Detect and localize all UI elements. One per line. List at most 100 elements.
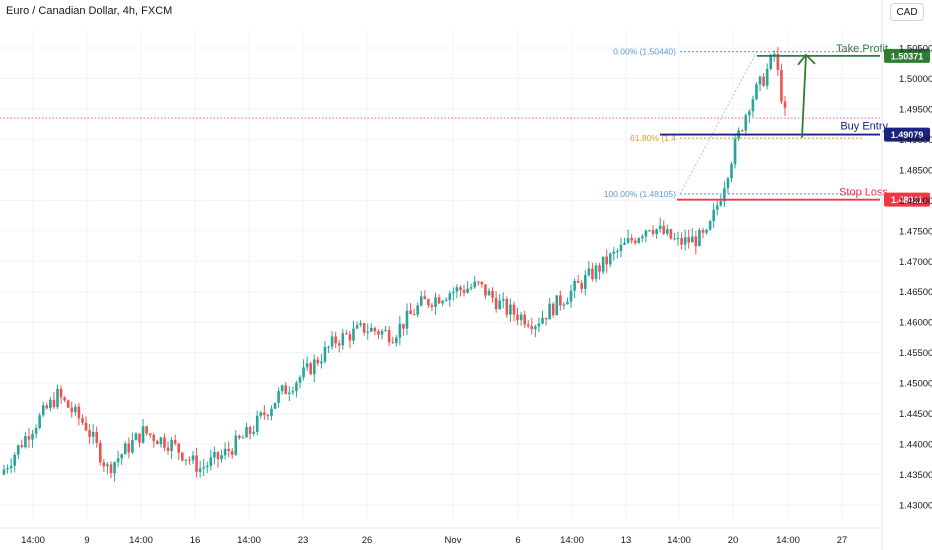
candle-body <box>202 467 206 469</box>
candle-body <box>77 406 81 419</box>
candle-body <box>273 402 277 409</box>
candle-body <box>141 426 145 443</box>
candle-body <box>295 382 298 392</box>
price-tick-label: 1.46500 <box>899 287 932 298</box>
candle-body <box>583 275 587 289</box>
candle-body <box>52 399 56 408</box>
candle-body <box>166 447 170 451</box>
fib-level-label: 100.00% (1.48105) <box>604 189 676 199</box>
candle-body <box>163 437 166 448</box>
candle-body <box>480 281 484 285</box>
price-tick-label: 1.45000 <box>899 379 932 390</box>
candle-body <box>548 303 551 320</box>
candle-body <box>619 244 623 252</box>
candle-body <box>501 299 505 301</box>
candle-body <box>209 457 213 466</box>
candle-body <box>277 391 280 403</box>
candle-body <box>191 455 195 461</box>
candle-body <box>66 400 70 408</box>
candle-body <box>769 55 773 69</box>
take-profit-price-tag <box>884 48 930 63</box>
candle-body <box>701 230 705 233</box>
candle-body <box>145 426 148 434</box>
candle-body <box>127 443 131 453</box>
candle-body <box>444 299 448 301</box>
candle-body <box>587 268 591 276</box>
candle-body <box>238 435 241 439</box>
candle-body <box>719 201 723 206</box>
candle-body <box>519 314 523 321</box>
candle-body <box>676 238 680 240</box>
time-tick-label: 14:00 <box>667 535 691 546</box>
candle-body <box>644 230 648 237</box>
candle-body <box>666 229 669 234</box>
candle-body <box>651 230 655 234</box>
candle-body <box>448 293 452 300</box>
candle-body <box>320 361 323 364</box>
candle-body <box>148 433 152 436</box>
time-tick-label: 14:00 <box>237 535 261 546</box>
candle-body <box>437 297 441 304</box>
candle-body <box>270 408 273 417</box>
candle-body <box>512 304 516 315</box>
candle-body <box>708 221 712 230</box>
projection-arrow-head <box>797 53 816 66</box>
candle-body <box>455 287 459 292</box>
candle-body <box>230 451 234 455</box>
candle-body <box>530 326 534 330</box>
candle-body <box>387 330 391 343</box>
candle-body <box>113 462 116 474</box>
candle-body <box>334 336 337 344</box>
candle-body <box>534 326 537 330</box>
candle-body <box>266 415 270 417</box>
price-tick-label: 1.49000 <box>899 135 932 146</box>
candle-body <box>409 310 412 315</box>
candle-body <box>576 281 580 283</box>
candle-body <box>630 238 633 241</box>
candle-body <box>213 451 216 458</box>
candle-body <box>205 465 209 468</box>
candle-body <box>9 465 13 469</box>
price-tick-label: 1.47000 <box>899 257 932 268</box>
candle-body <box>316 359 320 364</box>
price-tick-label: 1.48000 <box>899 196 932 207</box>
candle-body <box>473 281 477 288</box>
candle-body <box>255 415 259 432</box>
candle-body <box>6 468 9 470</box>
candle-body <box>134 433 138 441</box>
candle-body <box>362 323 366 333</box>
candle-body <box>608 253 612 265</box>
candle-body <box>252 431 255 434</box>
candle-body <box>59 388 63 398</box>
time-tick-label: 9 <box>84 535 89 546</box>
candle-body <box>430 305 434 307</box>
candle-body <box>427 299 430 306</box>
candle-body <box>366 331 370 333</box>
candle-body <box>370 327 373 332</box>
candle-body <box>84 422 88 431</box>
candle-body <box>98 442 102 463</box>
candle-body <box>391 342 395 344</box>
candle-body <box>744 115 748 131</box>
candle-body <box>598 265 601 272</box>
candle-body <box>234 435 238 455</box>
candle-body <box>559 295 562 306</box>
time-tick-label: 26 <box>362 535 373 546</box>
candle-body <box>291 391 295 393</box>
take-profit-price-text: 1.50371 <box>891 51 924 61</box>
candle-body <box>216 451 220 460</box>
candle-body <box>633 240 637 243</box>
candle-body <box>27 436 31 440</box>
currency-button[interactable]: CAD <box>890 3 924 21</box>
candle-body <box>416 305 419 315</box>
candle-body <box>323 346 327 362</box>
candle-body <box>184 459 188 461</box>
candle-body <box>156 441 159 445</box>
candle-body <box>95 432 99 443</box>
candle-body <box>138 433 141 443</box>
candle-body <box>601 256 605 272</box>
candle-body <box>152 435 156 442</box>
candle-body <box>694 236 698 247</box>
candle-body <box>648 230 651 232</box>
